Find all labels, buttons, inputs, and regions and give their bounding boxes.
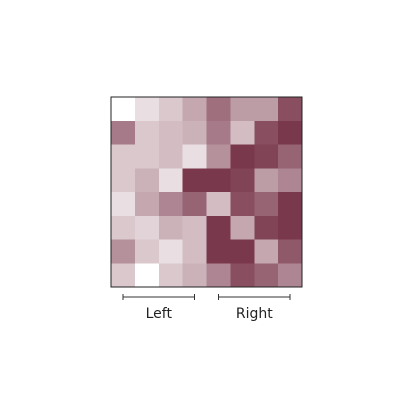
heatmap-cell-r5-c4 — [206, 215, 231, 240]
heatmap-cell-r6-c0 — [111, 239, 136, 264]
heatmap-cell-r3-c7 — [278, 168, 303, 193]
heatmap-cell-r5-c1 — [134, 215, 160, 240]
heatmap-cell-r7-c1 — [134, 263, 160, 288]
heatmap-cell-r6-c4 — [206, 239, 231, 264]
heatmap-cell-r6-c7 — [278, 239, 303, 264]
heatmap-cell-r0-c6 — [254, 97, 279, 122]
heatmap-cell-r4-c7 — [278, 192, 303, 217]
heatmap-cell-r0-c0 — [111, 97, 136, 122]
heatmap-cell-r6-c3 — [182, 239, 208, 264]
heatmap-cell-r4-c4 — [206, 192, 231, 217]
heatmap-cell-r2-c5 — [230, 144, 255, 169]
heatmap-cell-r4-c2 — [158, 192, 184, 217]
heatmap-cell-r7-c4 — [206, 263, 231, 288]
heatmap-cell-r5-c7 — [278, 215, 303, 240]
heatmap-cell-r1-c2 — [158, 120, 184, 145]
heatmap-cell-r0-c1 — [134, 97, 160, 122]
heatmap-cell-r2-c0 — [111, 144, 136, 169]
heatmap-cell-r1-c0 — [111, 120, 136, 145]
heatmap-cell-r3-c6 — [254, 168, 279, 193]
group-label-left: Left — [146, 306, 173, 322]
heatmap-cell-r1-c4 — [206, 120, 231, 145]
heatmap-cells — [111, 97, 303, 288]
heatmap-cell-r7-c6 — [254, 263, 279, 288]
group-label-right: Right — [236, 306, 273, 322]
heatmap-cell-r6-c1 — [134, 239, 160, 264]
heatmap-cell-r5-c5 — [230, 215, 255, 240]
heatmap-cell-r6-c6 — [254, 239, 279, 264]
heatmap-cell-r3-c0 — [111, 168, 136, 193]
heatmap-cell-r2-c1 — [134, 144, 160, 169]
heatmap-cell-r4-c6 — [254, 192, 279, 217]
heatmap-cell-r7-c0 — [111, 263, 136, 288]
heatmap-cell-r7-c2 — [158, 263, 184, 288]
heatmap-cell-r0-c3 — [182, 97, 208, 122]
heatmap-cell-r4-c0 — [111, 192, 136, 217]
heatmap-cell-r0-c5 — [230, 97, 255, 122]
group-bracket-left — [122, 294, 195, 300]
heatmap-cell-r4-c1 — [134, 192, 160, 217]
heatmap-cell-r3-c1 — [134, 168, 160, 193]
heatmap-cell-r3-c5 — [230, 168, 255, 193]
heatmap-cell-r2-c2 — [158, 144, 184, 169]
heatmap-cell-r5-c2 — [158, 215, 184, 240]
heatmap-cell-r7-c3 — [182, 263, 208, 288]
heatmap-cell-r3-c4 — [206, 168, 231, 193]
heatmap-cell-r0-c7 — [278, 97, 303, 122]
heatmap-cell-r6-c5 — [230, 239, 255, 264]
heatmap-cell-r6-c2 — [158, 239, 184, 264]
heatmap-cell-r3-c3 — [182, 168, 208, 193]
column-group-annotations: Left Right — [122, 294, 291, 322]
heatmap-cell-r2-c6 — [254, 144, 279, 169]
heatmap-cell-r7-c7 — [278, 263, 303, 288]
heatmap-cell-r2-c3 — [182, 144, 208, 169]
heatmap-cell-r1-c7 — [278, 120, 303, 145]
heatmap-cell-r0-c4 — [206, 97, 231, 122]
group-bracket-right — [218, 294, 291, 300]
heatmap-cell-r1-c5 — [230, 120, 255, 145]
heatmap-cell-r4-c5 — [230, 192, 255, 217]
heatmap-cell-r1-c1 — [134, 120, 160, 145]
heatmap-frame — [110, 96, 303, 288]
heatmap-cell-r5-c0 — [111, 215, 136, 240]
heatmap-cell-r2-c7 — [278, 144, 303, 169]
heatmap-cell-r5-c3 — [182, 215, 208, 240]
heatmap-cell-r4-c3 — [182, 192, 208, 217]
heatmap-cell-r1-c3 — [182, 120, 208, 145]
heatmap-cell-r5-c6 — [254, 215, 279, 240]
heatmap-cell-r2-c4 — [206, 144, 231, 169]
heatmap-cell-r3-c2 — [158, 168, 184, 193]
heatmap-cell-r7-c5 — [230, 263, 255, 288]
heatmap-cell-r1-c6 — [254, 120, 279, 145]
heatmap-cell-r0-c2 — [158, 97, 184, 122]
